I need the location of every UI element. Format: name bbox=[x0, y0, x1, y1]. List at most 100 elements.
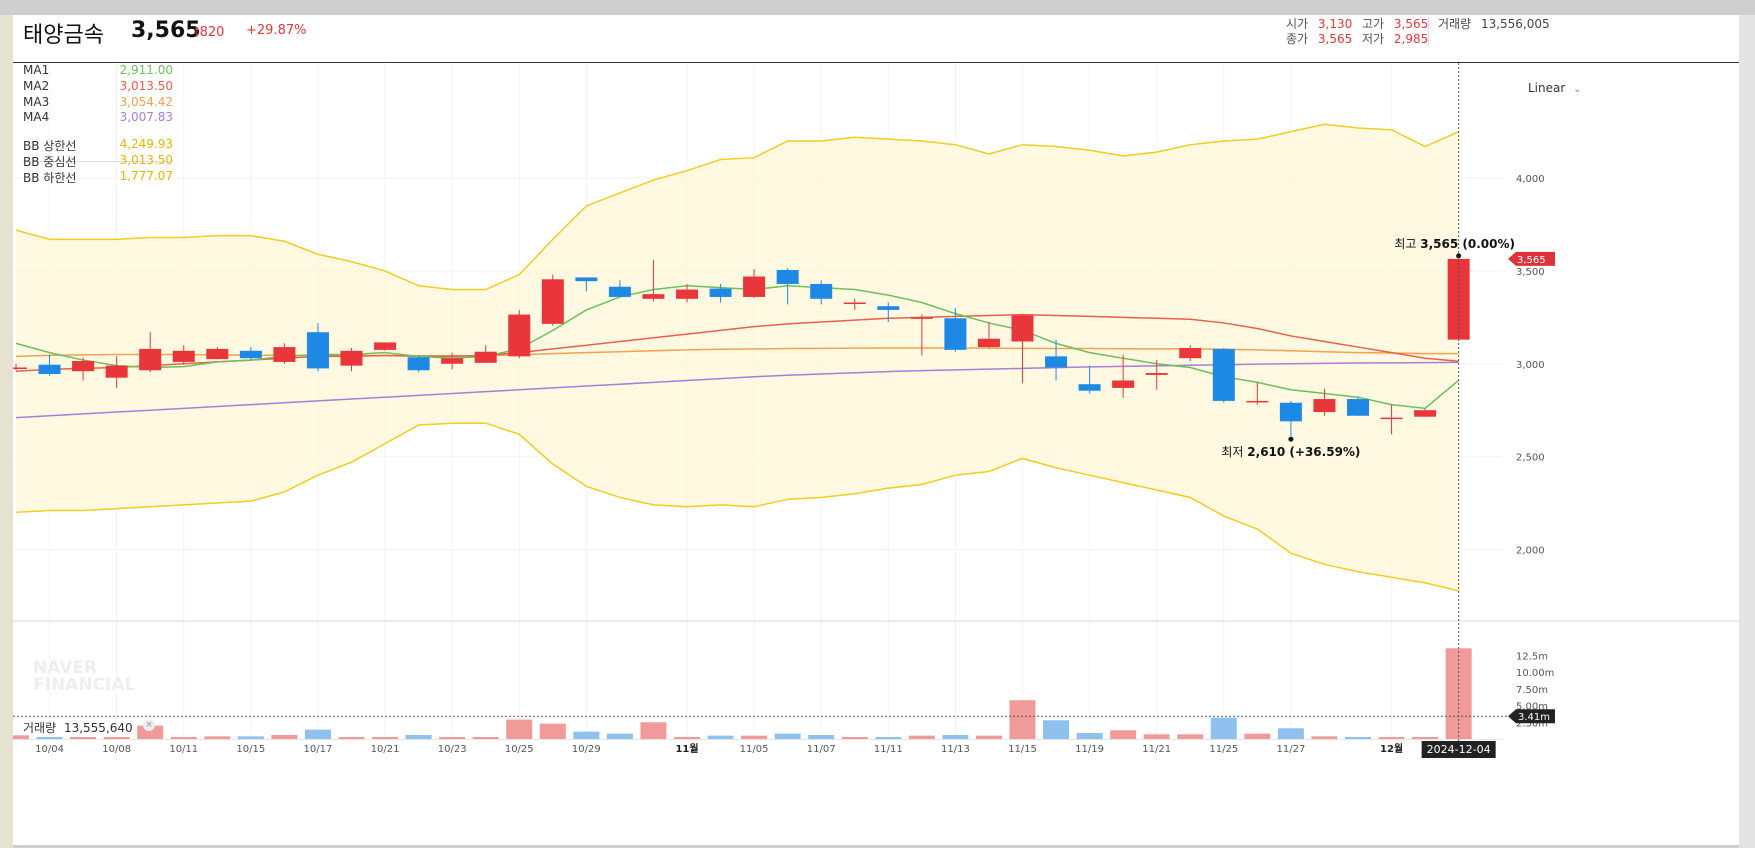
close-icon[interactable]: × bbox=[143, 719, 155, 731]
low-annotation-label: 최저 bbox=[1221, 445, 1247, 459]
x-tick-label: 11/19 bbox=[1075, 744, 1104, 755]
candle-body bbox=[776, 270, 799, 284]
volume-bar bbox=[506, 719, 533, 739]
candle-body bbox=[72, 360, 95, 372]
candlestick-chart[interactable]: 4,000 3,500 3,000 2,500 2,000 12.5m 10.00m 7.50… bbox=[13, 15, 1739, 845]
volume-tick-label: 10.00m bbox=[1516, 668, 1554, 679]
candle-body bbox=[1313, 399, 1336, 413]
volume-tick-label: 7.50m bbox=[1516, 685, 1548, 696]
legend-ma3-value: 3,054.42 bbox=[119, 95, 173, 109]
high-annotation-text: 최고 3,565 (0.00%) bbox=[1394, 237, 1515, 251]
volume-bar bbox=[1445, 648, 1472, 739]
current-price: 3,565 bbox=[131, 18, 201, 43]
candle-body bbox=[239, 350, 262, 359]
open-value: 3,130 bbox=[1317, 17, 1353, 31]
candle-body bbox=[374, 342, 397, 350]
candle-body bbox=[38, 364, 61, 374]
right-edge-shade bbox=[1739, 15, 1755, 848]
high-annotation-dot bbox=[1456, 253, 1462, 259]
volume-badge-text: 3.41m bbox=[1518, 712, 1550, 723]
volume-bar bbox=[1277, 728, 1304, 739]
legend-bb-upper[interactable]: BB 상한선 4,249.93 bbox=[23, 137, 173, 153]
volume-bar bbox=[573, 731, 600, 739]
header-volume-label: 거래량 bbox=[1438, 17, 1472, 31]
legend-ma4[interactable]: MA4 3,007.83 bbox=[23, 110, 173, 126]
x-tick-label: 10/15 bbox=[236, 744, 265, 755]
low-annotation-value: 2,610 (+36.59%) bbox=[1247, 445, 1360, 459]
volume-bar bbox=[707, 735, 734, 739]
volume-bar bbox=[606, 733, 633, 739]
volume-bar bbox=[674, 736, 700, 739]
candle-body bbox=[1212, 348, 1235, 401]
high-label: 고가 bbox=[1362, 17, 1385, 31]
volume-bar bbox=[975, 735, 1002, 739]
chart-frame: 태양금속 3,565 🠕820 +29.87% 시가 3,130 고가 3,56… bbox=[13, 15, 1739, 845]
legend-bb-mid[interactable]: BB 중심선 3,013.50 bbox=[23, 153, 173, 169]
x-tick-label: 12월 bbox=[1380, 743, 1403, 755]
volume-bar bbox=[1110, 730, 1137, 739]
legend-bb-mid-label: BB 중심선 bbox=[23, 155, 77, 169]
legend-bb-lower-label: BB 하한선 bbox=[23, 171, 77, 185]
candle-body bbox=[843, 302, 866, 305]
watermark-line-1: NAVER bbox=[33, 658, 98, 678]
high-annotation-label: 최고 bbox=[1394, 237, 1420, 251]
low-label: 저가 bbox=[1362, 32, 1385, 46]
ohlc-close: 종가 3,565 bbox=[1286, 30, 1352, 47]
volume-panel-label: 거래량 13,555,640 bbox=[23, 719, 133, 736]
candle-body bbox=[944, 318, 967, 350]
legend-ma3[interactable]: MA3 3,054.42 bbox=[23, 95, 173, 111]
candle-body bbox=[1011, 315, 1034, 342]
volume-bar bbox=[1076, 732, 1103, 739]
date-badge-shape bbox=[1421, 741, 1496, 758]
scale-mode-dropdown[interactable]: Linear ⌄ bbox=[1528, 81, 1582, 95]
watermark-line-2: FINANCIAL bbox=[33, 675, 136, 695]
x-tick-label: 10/04 bbox=[35, 744, 64, 755]
low-value: 2,985 bbox=[1393, 32, 1429, 46]
candle-body bbox=[139, 348, 162, 371]
legend-ma2[interactable]: MA2 3,013.50 bbox=[23, 79, 173, 95]
bollinger-lower-line bbox=[15, 422, 1459, 592]
legend-bb-upper-value: 4,249.93 bbox=[119, 137, 173, 151]
volume-bar bbox=[36, 736, 63, 739]
high-annotation-value: 3,565 (0.00%) bbox=[1420, 237, 1515, 251]
candle-body bbox=[1179, 347, 1202, 359]
y-tick-label: 4,000 bbox=[1516, 174, 1545, 185]
volume-tick-label: 12.5m bbox=[1516, 651, 1548, 662]
legend-bb-lower[interactable]: BB 하한선 1,777.07 bbox=[23, 169, 173, 185]
candle-body bbox=[1078, 384, 1101, 391]
price-badge-text: 3,565 bbox=[1517, 255, 1546, 266]
volume-bar bbox=[1244, 733, 1271, 739]
volume-bar bbox=[338, 736, 365, 739]
legend-ma3-label: MA3 bbox=[23, 95, 50, 109]
ohlc-high: 고가 3,565 bbox=[1362, 15, 1428, 32]
volume-bar bbox=[1143, 734, 1170, 739]
legend-ma1[interactable]: MA1 2,911.00 bbox=[23, 63, 173, 79]
volume-bar bbox=[640, 722, 667, 739]
candle-body bbox=[508, 314, 531, 357]
volume-bar bbox=[841, 736, 868, 739]
candle-body bbox=[1347, 399, 1369, 416]
volume-bar bbox=[942, 734, 969, 739]
low-annotation-dot bbox=[1288, 436, 1294, 442]
candle-body bbox=[910, 317, 933, 319]
x-tick-label: 11/11 bbox=[874, 744, 903, 755]
volume-bar bbox=[237, 736, 264, 739]
x-tick-label: 11/25 bbox=[1209, 744, 1238, 755]
candle-body bbox=[541, 279, 564, 324]
legend-ma1-value: 2,911.00 bbox=[119, 63, 173, 77]
candle-body bbox=[743, 276, 766, 297]
volume-bar bbox=[1009, 700, 1036, 739]
stock-name: 태양금속 bbox=[23, 23, 104, 48]
volume-bar bbox=[875, 736, 902, 739]
volume-bar bbox=[808, 734, 835, 739]
legend-separator bbox=[23, 161, 173, 162]
candle-body bbox=[1045, 356, 1068, 368]
legend-ma2-value: 3,013.50 bbox=[119, 79, 173, 93]
y-tick-label: 3,500 bbox=[1516, 267, 1545, 278]
scale-mode-label: Linear bbox=[1528, 81, 1566, 95]
volume-bar bbox=[405, 734, 432, 739]
bollinger-upper-line bbox=[15, 123, 1459, 291]
volume-tick-label: 5.00m bbox=[1516, 702, 1548, 713]
volume-bar bbox=[372, 736, 399, 739]
volume-bar bbox=[304, 729, 331, 739]
